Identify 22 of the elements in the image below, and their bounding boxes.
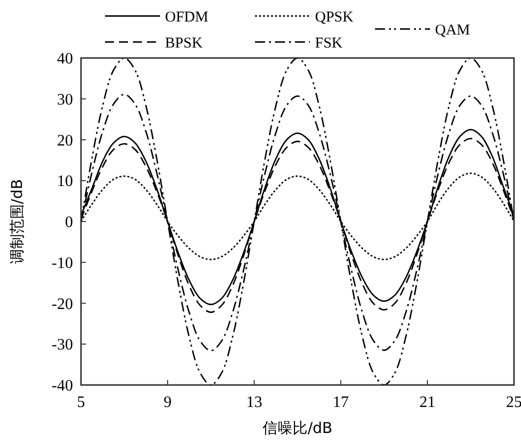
y-tick-label: -10 [52,254,73,272]
y-axis-title: 调制范围/dB [8,179,26,264]
y-tick-label: 0 [65,214,73,232]
x-tick-label: 5 [77,394,85,411]
legend-label: FSK [315,35,343,52]
y-tick-label: -40 [52,378,73,395]
legend-label: QPSK [315,9,354,26]
legend-label: OFDM [165,9,208,26]
x-tick-label: 21 [419,394,436,411]
x-tick-label: 13 [246,394,262,411]
x-tick-label: 25 [506,394,521,411]
y-tick-label: 10 [57,173,73,190]
y-tick-label: 20 [57,132,73,150]
x-axis-title: 信噪比/dB [262,419,332,437]
x-tick-label: 9 [164,394,172,411]
y-tick-label: 30 [57,91,73,108]
legend-label: BPSK [165,35,203,52]
legend-label: QAM [435,22,470,38]
y-tick-label: 40 [57,50,73,68]
x-tick-label: 17 [332,394,349,411]
y-tick-label: -30 [52,336,73,354]
y-tick-label: -20 [52,296,73,313]
